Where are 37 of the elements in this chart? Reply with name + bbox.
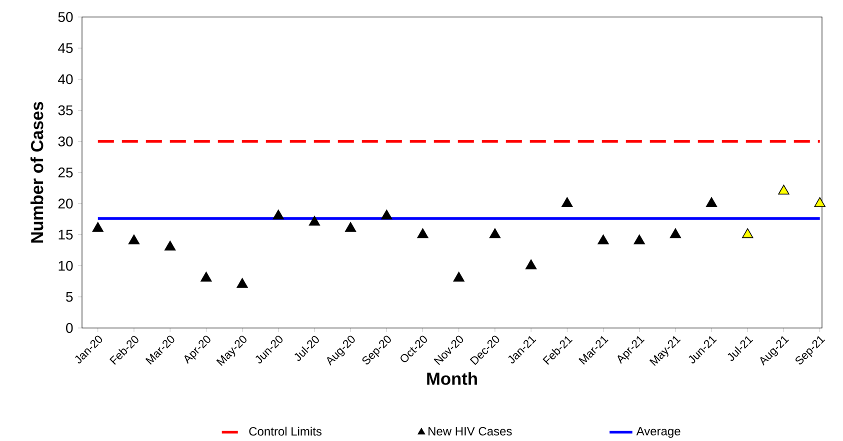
y-tick-label: 15 bbox=[58, 230, 73, 240]
point bbox=[778, 184, 790, 195]
y-tick-label: 35 bbox=[58, 105, 73, 116]
point bbox=[634, 234, 645, 244]
y-tick-label: 0 bbox=[66, 323, 73, 333]
point bbox=[200, 272, 212, 282]
point bbox=[670, 228, 682, 238]
point bbox=[344, 222, 356, 232]
legend-label: Average bbox=[636, 427, 680, 438]
point bbox=[164, 240, 176, 251]
point bbox=[598, 234, 609, 244]
point bbox=[706, 197, 718, 207]
point bbox=[562, 197, 573, 207]
y-tick-label: 20 bbox=[58, 198, 73, 209]
point bbox=[525, 259, 537, 270]
point bbox=[489, 228, 501, 238]
point bbox=[92, 222, 104, 232]
y-axis-title: Number of Cases bbox=[30, 102, 44, 243]
y-tick-label: 10 bbox=[58, 260, 73, 271]
point bbox=[814, 197, 826, 207]
point bbox=[308, 216, 320, 226]
x-axis-title: Month bbox=[427, 372, 477, 385]
point bbox=[381, 210, 392, 220]
point bbox=[417, 228, 428, 238]
point bbox=[453, 272, 464, 282]
point bbox=[236, 278, 248, 288]
y-tick-label: 50 bbox=[58, 12, 73, 22]
y-tick-label: 25 bbox=[58, 168, 73, 178]
point bbox=[742, 228, 754, 238]
y-tick-label: 30 bbox=[58, 136, 73, 146]
legend-label: New HIV Cases bbox=[428, 426, 512, 436]
y-tick-label: 40 bbox=[58, 74, 73, 84]
point bbox=[272, 210, 284, 220]
y-tick-label: 45 bbox=[58, 43, 73, 53]
legend-label: Control Limits bbox=[249, 426, 322, 436]
point bbox=[128, 234, 140, 244]
y-tick-label: 5 bbox=[66, 292, 73, 302]
